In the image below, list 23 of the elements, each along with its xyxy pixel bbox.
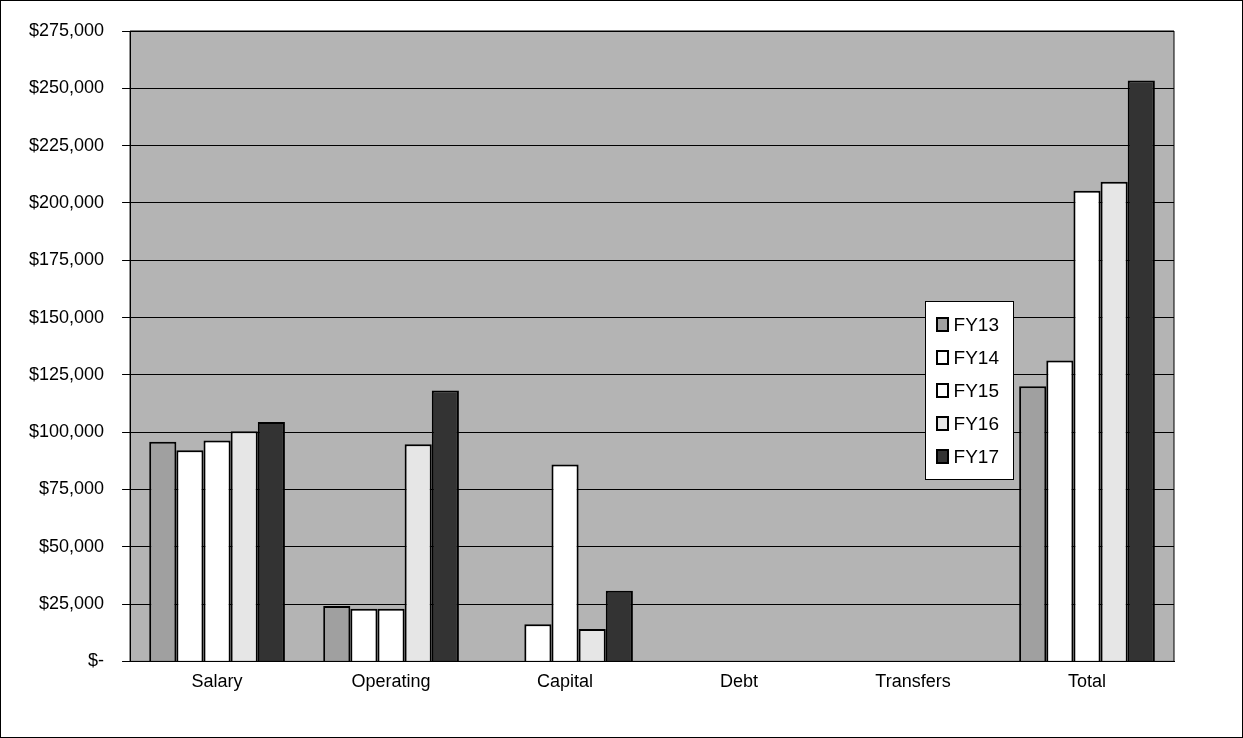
legend-label: FY17 xyxy=(953,445,999,468)
y-tick-label: $25,000 xyxy=(39,593,105,614)
y-tick-label: $275,000 xyxy=(29,19,105,40)
y-tick-label: $225,000 xyxy=(29,134,105,155)
x-tick-label: Operating xyxy=(351,671,431,692)
y-tick-label: $75,000 xyxy=(39,478,105,499)
y-tick-label: $100,000 xyxy=(29,421,105,442)
y-tick-label: $175,000 xyxy=(29,249,105,270)
x-tick-label: Transfers xyxy=(875,671,951,692)
y-tick-label: $- xyxy=(88,650,105,671)
y-tick-label: $150,000 xyxy=(29,306,105,327)
legend-label: FY16 xyxy=(953,412,999,435)
y-tick-label: $125,000 xyxy=(29,363,105,384)
x-tick-label: Total xyxy=(1067,671,1107,692)
y-tick-label: $200,000 xyxy=(29,191,105,212)
legend-label: FY13 xyxy=(953,313,999,336)
y-tick-label: $250,000 xyxy=(29,77,105,98)
legend-label: FY14 xyxy=(953,346,999,369)
x-tick-label: Debt xyxy=(720,671,759,692)
y-tick-label: $50,000 xyxy=(39,535,105,556)
x-tick-label: Salary xyxy=(191,671,243,692)
legend-label: FY15 xyxy=(953,379,999,402)
x-tick-label: Capital xyxy=(537,671,594,692)
